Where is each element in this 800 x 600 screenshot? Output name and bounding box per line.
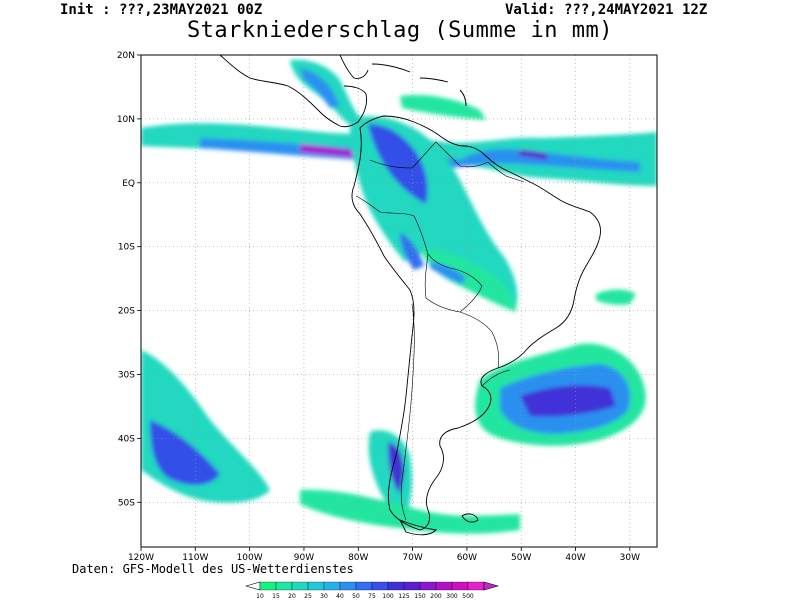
precip-andes-peru [400, 232, 424, 270]
colorbar-swatch [419, 581, 437, 591]
colorbar-label: 20 [288, 593, 296, 600]
colorbar-swatch [403, 581, 421, 591]
coastline-tierra-del-fuego [399, 519, 437, 536]
colorbar-swatch [291, 581, 309, 591]
map-title: Starkniederschlag (Summe in mm) [186, 18, 614, 43]
lat-label: 10N [117, 115, 135, 125]
precip-central-america-core [300, 68, 340, 108]
coastline-yucatan [339, 55, 369, 79]
coastline-north-america [219, 55, 367, 128]
lon-label: 100W [237, 553, 263, 563]
precip-caribbean [400, 94, 486, 120]
lon-label: 40W [565, 553, 585, 563]
border-venezuela [435, 141, 489, 168]
colorbar-swatch [307, 581, 325, 591]
colorbar-swatch [355, 581, 373, 591]
map-frame [140, 54, 658, 548]
latitude-labels: 20N 10N EQ 10S 20S 30S 40S 50S [117, 51, 141, 508]
colorbar-label: 30 [320, 593, 328, 600]
colorbar-label: 125 [398, 593, 410, 600]
colorbar-swatch [275, 581, 293, 591]
precip-atlantic-small [596, 289, 636, 305]
precip-south-atlantic-core [520, 385, 616, 417]
lon-label: 110W [182, 553, 208, 563]
precip-itcz-max-east [518, 150, 548, 160]
border-uruguay [481, 369, 511, 387]
border-chile-argentina [400, 303, 415, 521]
lat-label: 20N [117, 51, 135, 61]
colorbar: 10 15 20 25 30 40 50 75 100 125 150 200 300 500 [244, 581, 500, 600]
colorbar-swatch [339, 581, 357, 591]
coastline-south-america [351, 115, 601, 531]
lon-label: 60W [457, 553, 477, 563]
colorbar-label: 40 [336, 593, 344, 600]
border-colombia [369, 141, 437, 169]
border-guianas [487, 161, 525, 183]
lon-label: 30W [620, 553, 640, 563]
colorbar-swatch [259, 581, 277, 591]
coastlines [219, 55, 601, 536]
colorbar-swatch [435, 581, 453, 591]
lat-label: 50S [118, 498, 135, 508]
lon-label: 80W [348, 553, 368, 563]
longitude-labels: 120W 110W 100W 90W 80W 70W 60W 50W 40W 30W [128, 547, 640, 563]
colorbar-label: 75 [368, 593, 376, 600]
colorbar-label: 25 [304, 593, 312, 600]
lat-label: 20S [118, 307, 135, 317]
colorbar-swatch [323, 581, 341, 591]
lat-label: 40S [118, 434, 135, 444]
colorbar-label: 200 [430, 593, 442, 600]
colorbar-label: 10 [256, 593, 264, 600]
valid-time: Valid: ???,24MAY2021 12Z [505, 2, 708, 18]
precip-patagonia-core [388, 442, 404, 494]
colorbar-label: 15 [272, 593, 280, 600]
colorbar-label: 100 [382, 593, 394, 600]
lat-label: EQ [122, 179, 135, 189]
precip-drake [300, 489, 520, 534]
lon-label: 120W [128, 553, 154, 563]
colorbar-swatch [467, 581, 485, 591]
border-ecuador-peru [355, 195, 415, 217]
coastline-caribbean-islands [371, 63, 467, 107]
colorbar-label: 150 [414, 593, 426, 600]
init-time: Init : ???,23MAY2021 00Z [60, 2, 263, 18]
precip-itcz-max [300, 144, 360, 158]
colorbar-label: 500 [462, 593, 474, 600]
lon-label: 90W [294, 553, 314, 563]
lat-label: 30S [118, 370, 135, 380]
precip-colombia-core [368, 124, 428, 204]
colorbar-swatch [371, 581, 389, 591]
country-borders [355, 141, 525, 521]
colorbar-label: 50 [352, 593, 360, 600]
precip-se-pacific-core [150, 420, 220, 486]
colorbar-high-arrow [483, 581, 500, 591]
lon-label: 70W [402, 553, 422, 563]
colorbar-swatch [451, 581, 469, 591]
precip-bolivia-band [420, 248, 516, 312]
data-credit: Daten: GFS-Modell des US-Wetterdienstes [72, 562, 354, 576]
precipitation-fields [141, 59, 657, 534]
coastline-falklands [461, 513, 479, 523]
colorbar-swatch [387, 581, 405, 591]
lon-label: 50W [511, 553, 531, 563]
precip-bolivia-core [430, 262, 466, 284]
lat-label: 10S [118, 243, 135, 253]
border-paraguay [459, 311, 500, 369]
colorbar-low-arrow [244, 581, 261, 591]
colorbar-label: 300 [446, 593, 458, 600]
